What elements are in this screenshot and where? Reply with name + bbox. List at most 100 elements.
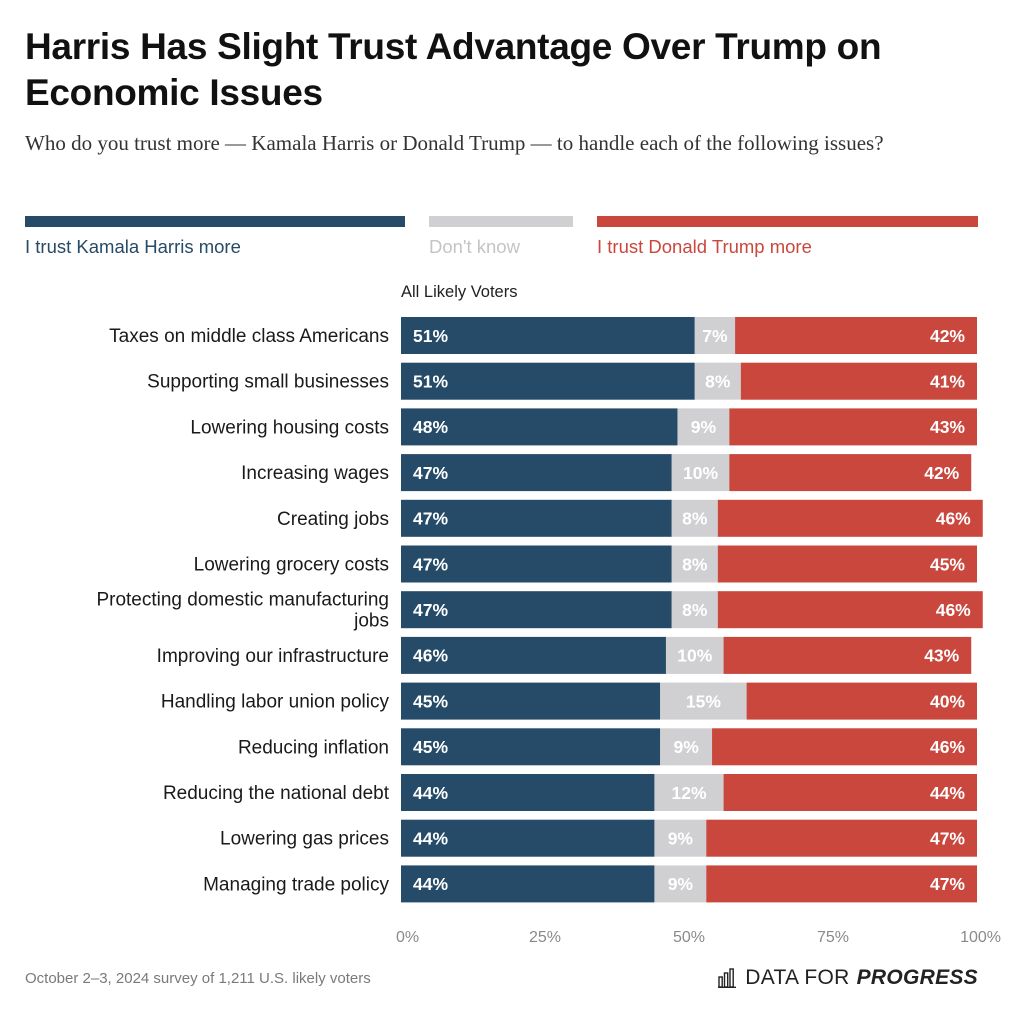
row-label: Creating jobs — [277, 509, 389, 530]
legend-trump-label: I trust Donald Trump more — [597, 236, 812, 257]
value-label-dont-know: 7% — [702, 326, 728, 346]
legend-dont-know: Don't know — [429, 216, 573, 257]
value-label-harris: 47% — [413, 600, 448, 620]
value-label-trump: 43% — [930, 417, 965, 437]
bar-row: Lowering housing costs 48% 9% 43% — [190, 408, 977, 446]
value-label-trump: 47% — [930, 874, 965, 894]
brand-text-bold: PROGRESS — [856, 966, 978, 989]
row-label-line: Protecting domestic manufacturing — [96, 590, 389, 611]
value-label-harris: 47% — [413, 509, 448, 529]
value-label-trump: 44% — [930, 783, 965, 803]
bar-row: Supporting small businesses 51% 8% 41% — [147, 362, 977, 400]
row-label: Protecting domestic manufacturing jobs — [96, 590, 389, 632]
value-label-harris: 44% — [413, 783, 448, 803]
bar-segment-dont-know — [671, 545, 718, 583]
legend-trump-swatch — [597, 216, 978, 227]
bar-segment-dont-know — [694, 362, 741, 400]
row-label: Lowering housing costs — [190, 417, 389, 438]
value-label-harris: 45% — [413, 691, 448, 711]
bar-segment-trump — [740, 362, 977, 400]
legend-harris-swatch — [25, 216, 405, 227]
bar-segment-harris — [401, 591, 672, 629]
row-label: Handling labor union policy — [161, 692, 390, 713]
row-label-line: jobs — [353, 611, 389, 632]
value-label-harris: 44% — [413, 874, 448, 894]
x-tick-label: 75% — [817, 929, 849, 946]
bar-segment-trump — [706, 819, 977, 857]
bar-segment-trump — [723, 636, 972, 674]
chart-title: Harris Has Slight Trust Advantage Over T… — [25, 26, 882, 113]
bar-segment-dont-know — [654, 774, 724, 811]
value-label-harris: 51% — [413, 372, 448, 392]
bar-segment-dont-know — [660, 728, 713, 766]
bar-segment-trump — [723, 774, 977, 811]
group-label: All Likely Voters — [401, 283, 518, 301]
x-tick-label: 25% — [529, 929, 561, 946]
stacked-bar-chart: Taxes on middle class Americans 51% 7% 42% S… — [96, 317, 1001, 946]
bar-row: Handling labor union policy 45% 15% 40% — [161, 682, 977, 720]
legend-harris-label: I trust Kamala Harris more — [25, 236, 241, 257]
chart-subtitle: Who do you trust more — Kamala Harris or… — [25, 131, 884, 155]
value-label-harris: 51% — [413, 326, 448, 346]
bar-segment-trump — [729, 454, 972, 492]
x-tick-label: 0% — [396, 929, 419, 946]
value-label-trump: 42% — [924, 463, 959, 483]
bar-segment-harris — [401, 819, 655, 857]
x-tick-label: 100% — [960, 929, 1001, 946]
row-label: Managing trade policy — [203, 874, 389, 895]
bar-segment-harris — [401, 408, 678, 446]
value-label-trump: 41% — [930, 372, 965, 392]
bar-segment-harris — [401, 865, 655, 903]
row-label: Lowering gas prices — [220, 829, 389, 850]
bar-segment-harris — [401, 454, 672, 492]
row-label: Reducing inflation — [238, 737, 389, 758]
bar-row: Creating jobs 47% 8% 46% — [277, 499, 983, 537]
value-label-harris: 45% — [413, 737, 448, 757]
bar-chart-logo-icon — [718, 968, 737, 988]
bar-segment-harris — [401, 636, 666, 674]
value-label-trump: 46% — [930, 737, 965, 757]
value-label-trump: 46% — [936, 509, 971, 529]
value-label-dont-know: 8% — [705, 372, 731, 392]
bar-segment-harris — [401, 545, 672, 583]
bar-segment-dont-know — [654, 865, 707, 903]
bar-segment-trump — [706, 865, 977, 903]
value-label-trump: 46% — [936, 600, 971, 620]
value-label-harris: 48% — [413, 417, 448, 437]
bar-row: Taxes on middle class Americans 51% 7% 42% — [109, 317, 977, 354]
legend-harris: I trust Kamala Harris more — [25, 216, 405, 257]
value-label-dont-know: 9% — [691, 417, 717, 437]
legend-trump: I trust Donald Trump more — [597, 216, 978, 257]
value-label-dont-know: 10% — [677, 646, 712, 666]
bar-segment-harris — [401, 362, 695, 400]
bar-row: Increasing wages 47% 10% 42% — [241, 454, 972, 492]
value-label-dont-know: 8% — [682, 600, 708, 620]
value-label-trump: 47% — [930, 829, 965, 849]
x-tick-label: 50% — [673, 929, 705, 946]
value-label-dont-know: 9% — [673, 737, 699, 757]
row-label: Reducing the national debt — [163, 783, 390, 804]
bar-row: Reducing inflation 45% 9% 46% — [238, 728, 977, 766]
bar-segment-trump — [729, 408, 977, 446]
value-label-trump: 43% — [924, 646, 959, 666]
value-label-harris: 47% — [413, 554, 448, 574]
row-label: Improving our infrastructure — [157, 646, 389, 667]
bar-segment-harris — [401, 317, 695, 354]
value-label-harris: 44% — [413, 829, 448, 849]
value-label-trump: 40% — [930, 691, 965, 711]
bar-segment-trump — [717, 499, 983, 537]
bar-segment-dont-know — [671, 591, 718, 629]
value-label-trump: 45% — [930, 554, 965, 574]
value-label-harris: 46% — [413, 646, 448, 666]
value-label-dont-know: 8% — [682, 554, 708, 574]
bar-row: Managing trade policy 44% 9% 47% — [203, 865, 977, 903]
value-label-trump: 42% — [930, 326, 965, 346]
row-label: Increasing wages — [241, 463, 389, 484]
legend-dont-know-swatch — [429, 216, 573, 227]
value-label-dont-know: 15% — [686, 691, 721, 711]
bar-segment-trump — [735, 317, 977, 354]
bar-segment-dont-know — [665, 636, 724, 674]
bar-row: Protecting domestic manufacturing jobs 47%… — [96, 590, 983, 632]
value-label-dont-know: 8% — [682, 509, 708, 529]
bar-segment-dont-know — [671, 499, 718, 537]
